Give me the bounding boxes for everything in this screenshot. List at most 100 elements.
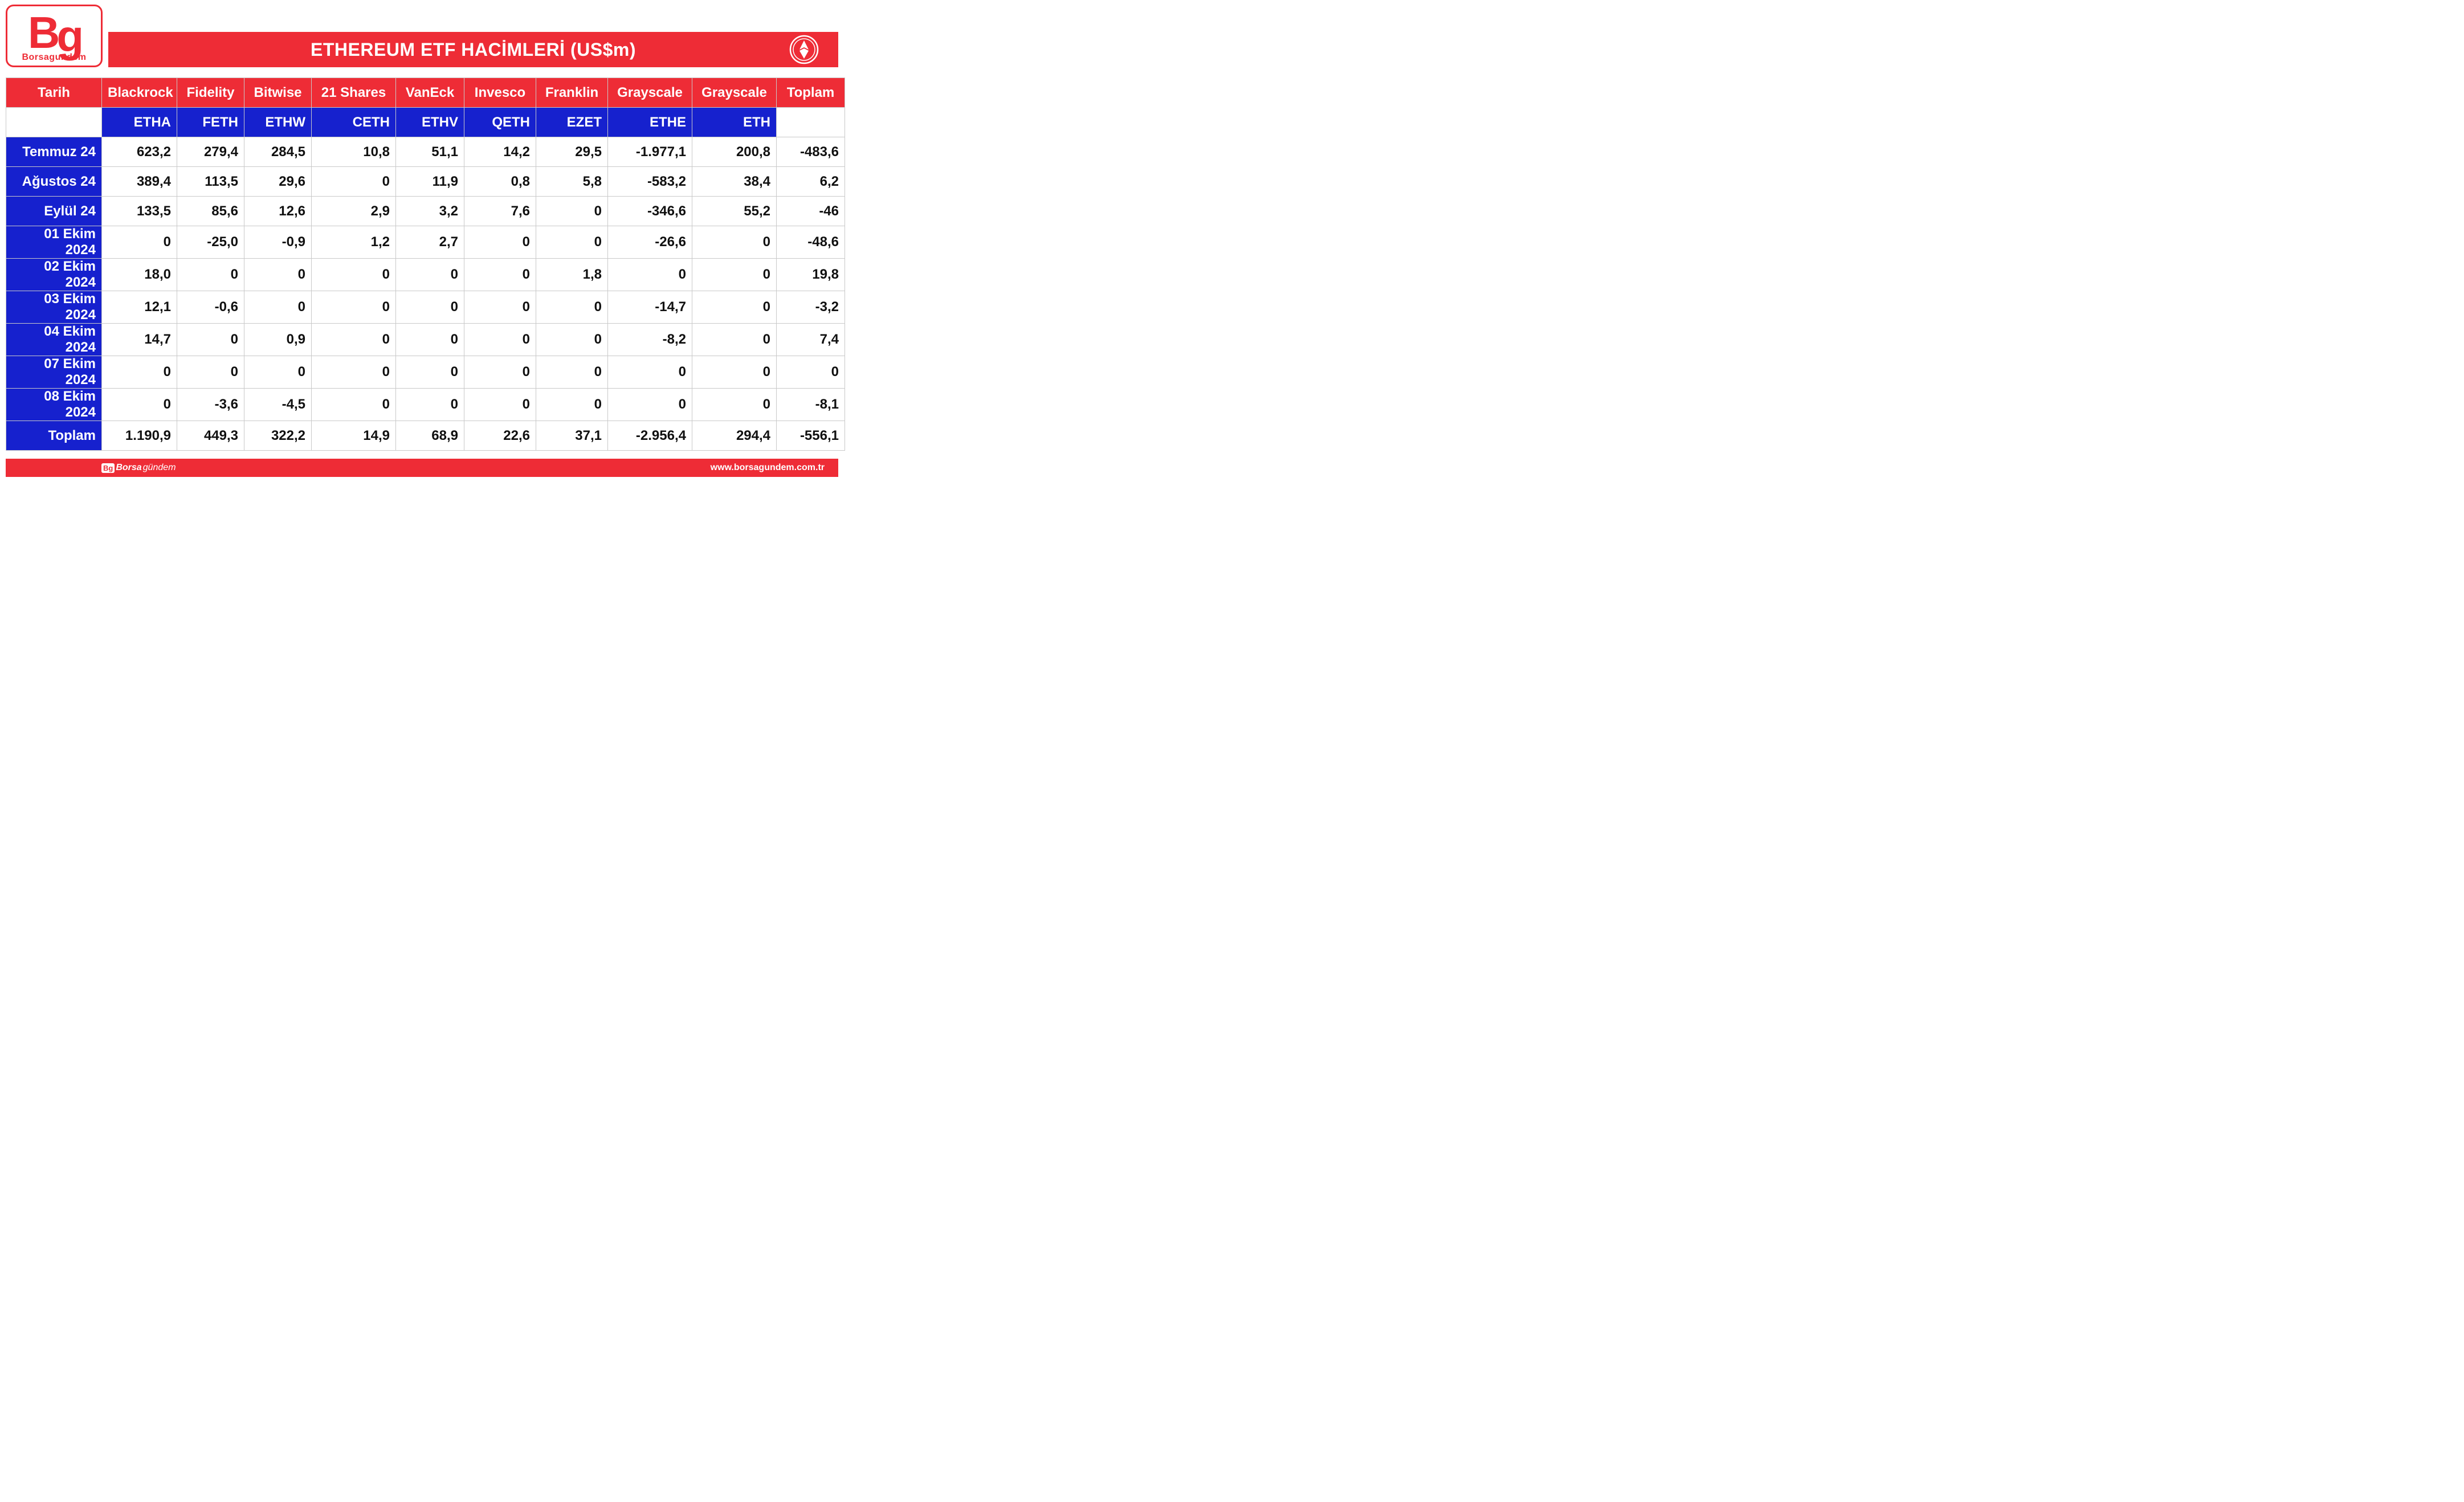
table-value-cell: 68,9 (396, 421, 464, 451)
table-value-cell: 0,8 (464, 167, 536, 197)
table-value-cell: 0 (536, 226, 608, 259)
table-date-cell: 03 Ekim 2024 (6, 291, 102, 324)
table-value-cell: 284,5 (244, 137, 312, 167)
table-value-cell: 11,9 (396, 167, 464, 197)
table-value-cell: 133,5 (102, 197, 177, 226)
table-column-header: Fidelity (177, 78, 244, 108)
table-column-header: Grayscale (608, 78, 692, 108)
table-value-cell: -2.956,4 (608, 421, 692, 451)
table-value-cell: 0 (396, 291, 464, 324)
table-value-cell: 0 (536, 197, 608, 226)
table-row: 02 Ekim 202418,0000001,80019,8 (6, 259, 845, 291)
table-value-cell: 0 (692, 324, 777, 356)
ethereum-icon (789, 35, 819, 64)
table-column-header: Franklin (536, 78, 608, 108)
table-value-cell: 7,4 (777, 324, 845, 356)
table-value-cell: 0 (312, 324, 396, 356)
table-value-cell: 0 (102, 356, 177, 389)
table-value-cell: 0 (464, 356, 536, 389)
table-ticker-cell: ETHV (396, 108, 464, 137)
table-value-cell: 14,2 (464, 137, 536, 167)
table-value-cell: 7,6 (464, 197, 536, 226)
table-value-cell: 0 (692, 356, 777, 389)
table-row: 01 Ekim 20240-25,0-0,91,22,700-26,60-48,… (6, 226, 845, 259)
table-ticker-cell: ETHE (608, 108, 692, 137)
table-value-cell: 19,8 (777, 259, 845, 291)
table-value-cell: 294,4 (692, 421, 777, 451)
table-value-cell: -483,6 (777, 137, 845, 167)
footer-bar: Bg Borsagündem www.borsagundem.com.tr (6, 459, 838, 477)
table-value-cell: 22,6 (464, 421, 536, 451)
table-value-cell: 0 (464, 291, 536, 324)
table-row: Ağustos 24389,4113,529,6011,90,85,8-583,… (6, 167, 845, 197)
table-date-cell: Ağustos 24 (6, 167, 102, 197)
table-value-cell: 5,8 (536, 167, 608, 197)
table-value-cell: 37,1 (536, 421, 608, 451)
table-ticker-cell: ETHA (102, 108, 177, 137)
table-value-cell: 449,3 (177, 421, 244, 451)
table-value-cell: 0 (536, 389, 608, 421)
logo-letter-g: g (56, 14, 80, 58)
table-value-cell: -8,1 (777, 389, 845, 421)
table-value-cell: 0 (312, 356, 396, 389)
table-date-cell: Temmuz 24 (6, 137, 102, 167)
table-value-cell: -3,2 (777, 291, 845, 324)
table-value-cell: 0 (396, 324, 464, 356)
footer-brand-bold: Borsa (116, 463, 141, 473)
table-date-cell: 02 Ekim 2024 (6, 259, 102, 291)
table-value-cell: -14,7 (608, 291, 692, 324)
table-value-cell: 10,8 (312, 137, 396, 167)
table-value-cell: 0 (536, 356, 608, 389)
table-value-cell: 14,7 (102, 324, 177, 356)
table-date-cell: Eylül 24 (6, 197, 102, 226)
table-value-cell: -0,9 (244, 226, 312, 259)
table-value-cell: 0 (536, 291, 608, 324)
table-date-cell: 08 Ekim 2024 (6, 389, 102, 421)
table-value-cell: 0,9 (244, 324, 312, 356)
header-row: Bg Borsagundem ETHEREUM ETF HACİMLERİ (U… (6, 5, 838, 67)
table-value-cell: 1,8 (536, 259, 608, 291)
table-date-cell: 04 Ekim 2024 (6, 324, 102, 356)
table-value-cell: 0 (777, 356, 845, 389)
table-date-cell: Toplam (6, 421, 102, 451)
table-ticker-cell: CETH (312, 108, 396, 137)
table-value-cell: 0 (312, 167, 396, 197)
table-value-cell: 0 (244, 356, 312, 389)
table-value-cell: -8,2 (608, 324, 692, 356)
table-value-cell: 0 (396, 356, 464, 389)
page-title: ETHEREUM ETF HACİMLERİ (US$m) (311, 39, 636, 60)
etf-table: TarihBlackrockFidelityBitwise21 SharesVa… (6, 77, 845, 451)
table-value-cell: 0 (396, 389, 464, 421)
table-value-cell: 12,1 (102, 291, 177, 324)
table-value-cell: 2,9 (312, 197, 396, 226)
table-value-cell: 38,4 (692, 167, 777, 197)
table-row: Toplam1.190,9449,3322,214,968,922,637,1-… (6, 421, 845, 451)
table-value-cell: 18,0 (102, 259, 177, 291)
table-value-cell: 55,2 (692, 197, 777, 226)
table-value-cell: 85,6 (177, 197, 244, 226)
table-value-cell: 6,2 (777, 167, 845, 197)
table-ticker-cell: FETH (177, 108, 244, 137)
table-value-cell: 0 (692, 259, 777, 291)
table-row: 08 Ekim 20240-3,6-4,5000000-8,1 (6, 389, 845, 421)
table-value-cell: -556,1 (777, 421, 845, 451)
table-value-cell: -583,2 (608, 167, 692, 197)
table-value-cell: 0 (177, 259, 244, 291)
logo-letter-b: B (28, 10, 56, 55)
table-row: 07 Ekim 20240000000000 (6, 356, 845, 389)
table-value-cell: 29,6 (244, 167, 312, 197)
table-ticker-cell: QETH (464, 108, 536, 137)
table-value-cell: 0 (536, 324, 608, 356)
table-value-cell: -46 (777, 197, 845, 226)
table-value-cell: 0 (177, 324, 244, 356)
table-ticker-cell (6, 108, 102, 137)
table-column-header: 21 Shares (312, 78, 396, 108)
table-value-cell: -26,6 (608, 226, 692, 259)
table-value-cell: -1.977,1 (608, 137, 692, 167)
table-value-cell: 0 (464, 389, 536, 421)
table-ticker-cell (777, 108, 845, 137)
table-value-cell: 0 (464, 259, 536, 291)
table-value-cell: 0 (692, 226, 777, 259)
footer-brand: Bg Borsagündem (101, 463, 176, 473)
table-column-header: Invesco (464, 78, 536, 108)
